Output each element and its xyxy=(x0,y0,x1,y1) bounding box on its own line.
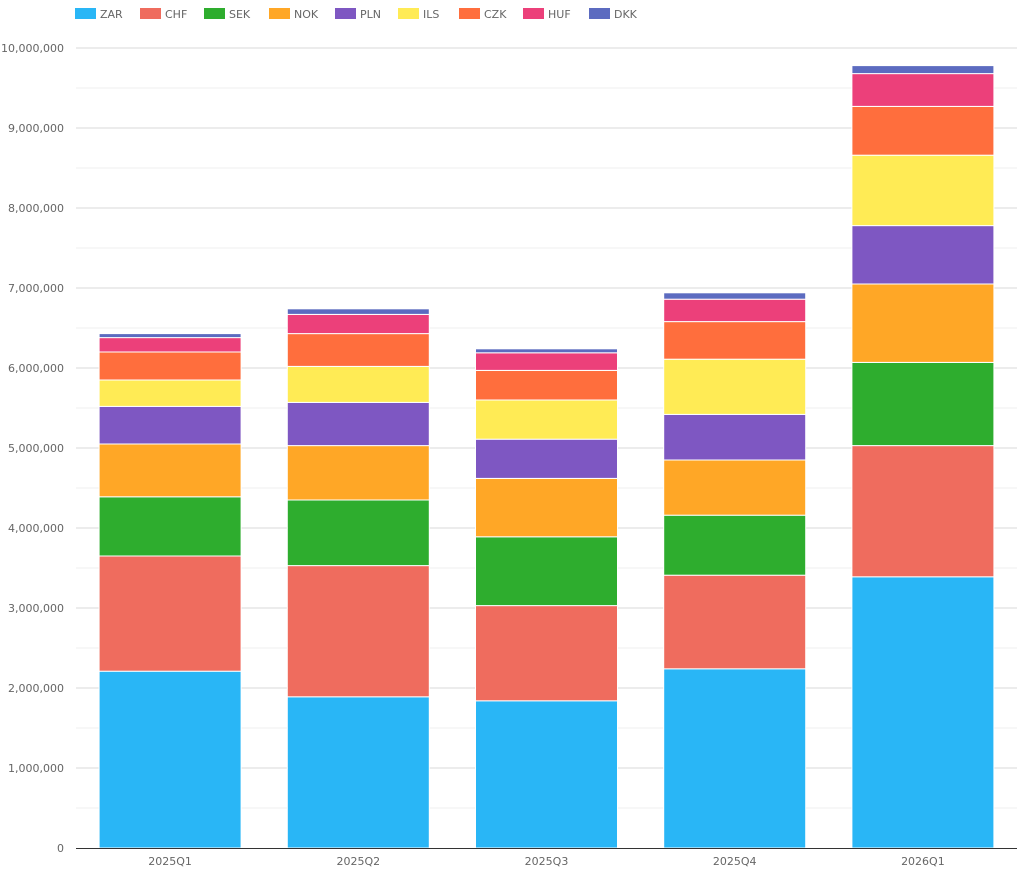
x-axis: 2025Q1 2025Q2 2025Q3 2025Q4 2026Q1 xyxy=(76,848,1017,868)
legend-label: HUF xyxy=(548,8,571,21)
legend-swatch xyxy=(204,8,225,19)
bar-segment-czk-2025q2[interactable] xyxy=(286,333,430,367)
bar-segment-zar-2025q3[interactable] xyxy=(475,700,618,849)
bar-stack-2025Q2 xyxy=(286,308,430,849)
x-tick-label: 2025Q1 xyxy=(148,855,192,868)
y-tick-label: 10,000,000 xyxy=(1,42,64,55)
y-tick-label: 5,000,000 xyxy=(8,442,64,455)
bar-segment-pln-2025q1[interactable] xyxy=(98,405,242,445)
bar-segment-ils-2025q1[interactable] xyxy=(98,379,242,407)
bar-segment-czk-2025q3[interactable] xyxy=(475,369,618,401)
bar-segment-ils-2025q2[interactable] xyxy=(286,365,430,403)
legend-swatch xyxy=(523,8,544,19)
y-tick-label: 3,000,000 xyxy=(8,602,64,615)
legend-item-pln[interactable]: PLN xyxy=(335,8,381,21)
y-tick-label: 2,000,000 xyxy=(8,682,64,695)
legend-label: CHF xyxy=(165,8,187,21)
legend-swatch xyxy=(75,8,96,19)
bar-segment-huf-2026q1[interactable] xyxy=(851,73,995,107)
y-tick-label: 0 xyxy=(57,842,64,855)
y-tick-label: 1,000,000 xyxy=(8,762,64,775)
bar-segment-pln-2025q2[interactable] xyxy=(286,401,430,447)
legend-swatch xyxy=(589,8,610,19)
bar-segment-nok-2026q1[interactable] xyxy=(851,283,995,363)
legend-swatch xyxy=(140,8,161,19)
bar-segment-chf-2025q2[interactable] xyxy=(286,565,430,698)
bar-segment-dkk-2025q4[interactable] xyxy=(663,292,807,300)
legend-label: PLN xyxy=(360,8,381,21)
bar-segment-nok-2025q1[interactable] xyxy=(98,443,242,498)
legend-item-dkk[interactable]: DKK xyxy=(589,8,638,21)
bar-segment-huf-2025q2[interactable] xyxy=(286,313,430,335)
bar-segment-chf-2025q4[interactable] xyxy=(663,574,807,670)
legend-label: NOK xyxy=(294,8,319,21)
y-tick-label: 9,000,000 xyxy=(8,122,64,135)
bar-segment-sek-2026q1[interactable] xyxy=(851,361,995,447)
bar-segment-zar-2025q2[interactable] xyxy=(286,696,430,849)
legend-label: SEK xyxy=(229,8,251,21)
bar-segment-ils-2026q1[interactable] xyxy=(851,154,995,227)
x-tick-label: 2025Q3 xyxy=(525,855,569,868)
x-tick-label: 2026Q1 xyxy=(901,855,945,868)
legend-label: ILS xyxy=(423,8,439,21)
bar-segment-nok-2025q4[interactable] xyxy=(663,459,807,516)
y-tick-label: 7,000,000 xyxy=(8,282,64,295)
bar-segment-huf-2025q3[interactable] xyxy=(475,352,618,371)
legend-swatch xyxy=(335,8,356,19)
legend-item-huf[interactable]: HUF xyxy=(523,8,571,21)
bar-stack-2025Q1 xyxy=(98,333,242,849)
bar-segment-nok-2025q3[interactable] xyxy=(475,477,618,538)
legend-item-ils[interactable]: ILS xyxy=(398,8,439,21)
legend: ZAR CHF SEK NOK PLN ILS CZK HUF DKK xyxy=(75,8,638,21)
bar-segment-sek-2025q1[interactable] xyxy=(98,496,242,557)
legend-item-sek[interactable]: SEK xyxy=(204,8,251,21)
bar-segment-pln-2025q3[interactable] xyxy=(475,438,618,479)
legend-item-chf[interactable]: CHF xyxy=(140,8,187,21)
bar-stack-2026Q1 xyxy=(851,65,995,849)
x-tick-label: 2025Q2 xyxy=(336,855,380,868)
bar-segment-zar-2025q1[interactable] xyxy=(98,670,242,849)
bar-segment-ils-2025q3[interactable] xyxy=(475,399,618,440)
x-tick-label: 2025Q4 xyxy=(713,855,757,868)
y-tick-label: 6,000,000 xyxy=(8,362,64,375)
legend-label: CZK xyxy=(484,8,507,21)
legend-swatch xyxy=(459,8,480,19)
legend-item-czk[interactable]: CZK xyxy=(459,8,507,21)
bar-segment-czk-2026q1[interactable] xyxy=(851,105,995,156)
bar-segment-zar-2026q1[interactable] xyxy=(851,576,995,849)
bar-segment-dkk-2026q1[interactable] xyxy=(851,65,995,75)
y-tick-label: 8,000,000 xyxy=(8,202,64,215)
bar-segment-czk-2025q4[interactable] xyxy=(663,321,807,360)
bar-segment-huf-2025q1[interactable] xyxy=(98,337,242,353)
bar-segment-chf-2025q3[interactable] xyxy=(475,605,618,702)
bar-segment-czk-2025q1[interactable] xyxy=(98,351,242,381)
legend-label: DKK xyxy=(614,8,638,21)
bar-stack-2025Q4 xyxy=(663,292,807,849)
legend-swatch xyxy=(398,8,419,19)
legend-item-nok[interactable]: NOK xyxy=(269,8,319,21)
bar-stack-2025Q3 xyxy=(475,348,618,849)
bar-stacks xyxy=(98,65,995,849)
y-tick-label: 4,000,000 xyxy=(8,522,64,535)
bar-segment-pln-2025q4[interactable] xyxy=(663,413,807,461)
bar-segment-huf-2025q4[interactable] xyxy=(663,298,807,323)
bar-segment-zar-2025q4[interactable] xyxy=(663,668,807,849)
bar-segment-chf-2026q1[interactable] xyxy=(851,445,995,578)
bar-segment-sek-2025q2[interactable] xyxy=(286,499,430,567)
bar-segment-dkk-2025q1[interactable] xyxy=(98,333,242,339)
bar-segment-dkk-2025q2[interactable] xyxy=(286,308,430,315)
legend-item-zar[interactable]: ZAR xyxy=(75,8,123,21)
bar-segment-ils-2025q4[interactable] xyxy=(663,358,807,415)
bar-segment-dkk-2025q3[interactable] xyxy=(475,348,618,354)
bar-segment-pln-2026q1[interactable] xyxy=(851,225,995,285)
y-axis: 0 1,000,000 2,000,000 3,000,000 4,000,000 5,0… xyxy=(1,42,64,855)
bar-segment-chf-2025q1[interactable] xyxy=(98,555,242,672)
legend-swatch xyxy=(269,8,290,19)
bar-segment-sek-2025q4[interactable] xyxy=(663,514,807,576)
bar-segment-nok-2025q2[interactable] xyxy=(286,445,430,501)
legend-label: ZAR xyxy=(100,8,123,21)
bar-segment-sek-2025q3[interactable] xyxy=(475,536,618,607)
